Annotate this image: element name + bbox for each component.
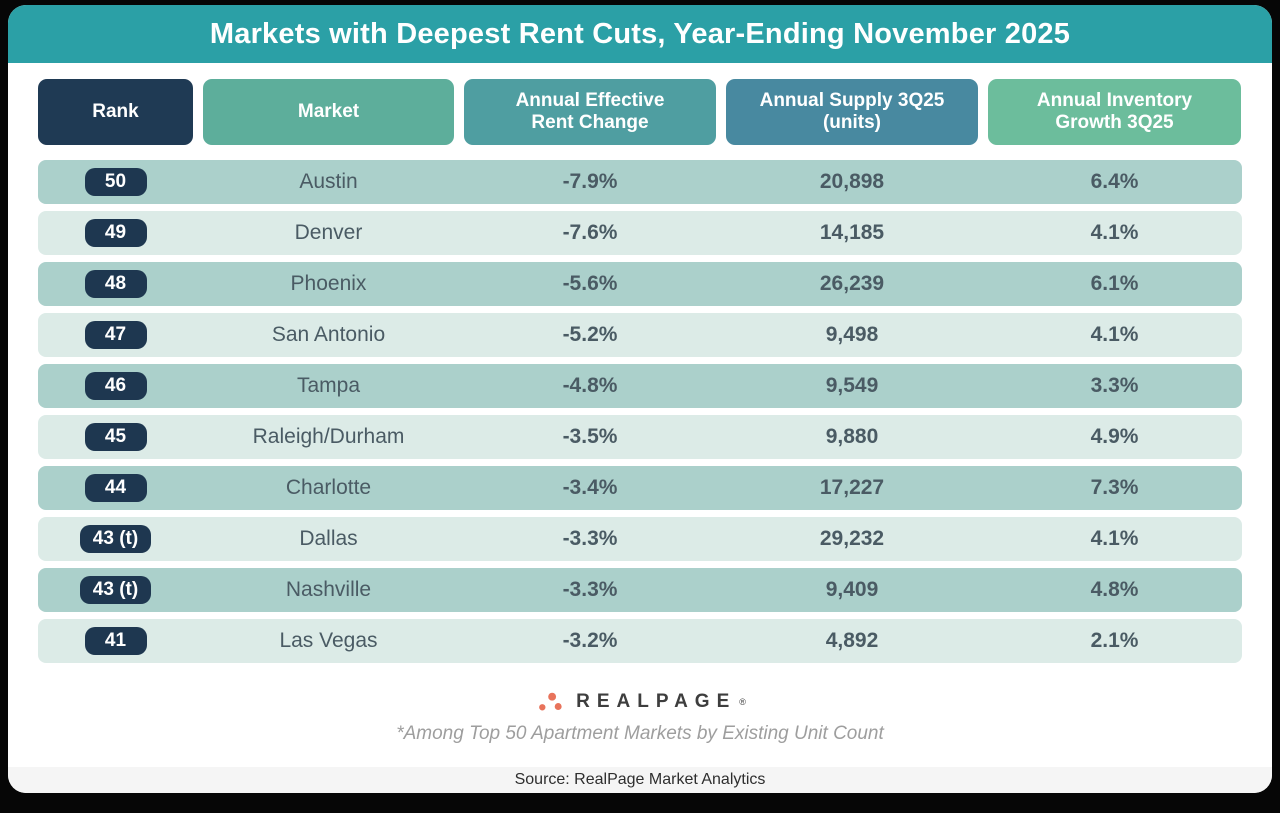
supply-cell: 9,549 [825, 374, 879, 397]
column-headers: Rank Market Annual Effective Rent Change… [38, 79, 1242, 145]
market-cell: Austin [299, 170, 358, 193]
table-row: 47 San Antonio -5.2% 9,498 4.1% [38, 313, 1242, 357]
inventory-growth-cell: 7.3% [1090, 476, 1139, 499]
rent-change-cell: -3.2% [562, 629, 618, 652]
market-cell: Dallas [299, 527, 358, 550]
market-cell: Phoenix [290, 272, 367, 295]
rent-change-cell: -5.6% [562, 272, 618, 295]
market-cell: San Antonio [271, 323, 386, 346]
rank-cell: 46 [38, 364, 193, 408]
table-content: Rank Market Annual Effective Rent Change… [8, 63, 1272, 745]
column-header-rent-change: Annual Effective Rent Change [464, 79, 716, 145]
market-cell: Raleigh/Durham [252, 425, 405, 448]
market-cell: Charlotte [285, 476, 372, 499]
rank-cell: 41 [38, 619, 193, 663]
rank-cell: 47 [38, 313, 193, 357]
rent-change-cell: -3.5% [562, 425, 618, 448]
rank-badge: 48 [84, 270, 147, 298]
rent-change-cell: -4.8% [562, 374, 618, 397]
inventory-growth-cell: 6.4% [1090, 170, 1139, 193]
inventory-growth-cell: 3.3% [1090, 374, 1139, 397]
inventory-growth-cell: 4.8% [1090, 578, 1139, 601]
realpage-logo: REALPAGE ® [38, 687, 1242, 717]
rank-cell: 44 [38, 466, 193, 510]
market-cell: Denver [294, 221, 363, 244]
rank-cell: 50 [38, 160, 193, 204]
supply-cell: 9,498 [825, 323, 879, 346]
table-row: 48 Phoenix -5.6% 26,239 6.1% [38, 262, 1242, 306]
table-body: 50 Austin -7.9% 20,898 6.4% 49 Denver -7… [38, 160, 1242, 663]
table-card: Markets with Deepest Rent Cuts, Year-End… [8, 5, 1272, 793]
table-row: 46 Tampa -4.8% 9,549 3.3% [38, 364, 1242, 408]
inventory-growth-cell: 4.1% [1090, 527, 1139, 550]
market-cell: Nashville [285, 578, 372, 601]
rank-badge: 50 [84, 168, 147, 196]
rank-cell: 43 (t) [38, 568, 193, 612]
rank-badge: 43 (t) [79, 525, 152, 553]
rent-change-cell: -3.3% [562, 527, 618, 550]
rank-cell: 43 (t) [38, 517, 193, 561]
supply-cell: 9,880 [825, 425, 879, 448]
rent-change-cell: -3.4% [562, 476, 618, 499]
supply-cell: 4,892 [825, 629, 879, 652]
column-header-supply: Annual Supply 3Q25 (units) [726, 79, 978, 145]
chart-title: Markets with Deepest Rent Cuts, Year-End… [209, 17, 1071, 50]
inventory-growth-cell: 4.1% [1090, 323, 1139, 346]
inventory-growth-cell: 4.1% [1090, 221, 1139, 244]
registered-trademark: ® [739, 697, 746, 707]
supply-cell: 26,239 [819, 272, 885, 295]
inventory-growth-cell: 4.9% [1090, 425, 1139, 448]
column-header-rank: Rank [38, 79, 193, 145]
table-row: 44 Charlotte -3.4% 17,227 7.3% [38, 466, 1242, 510]
supply-cell: 29,232 [819, 527, 885, 550]
source-text: Source: RealPage Market Analytics [514, 771, 766, 788]
rank-badge: 47 [84, 321, 147, 349]
rank-cell: 48 [38, 262, 193, 306]
supply-cell: 20,898 [819, 170, 885, 193]
rent-change-cell: -5.2% [562, 323, 618, 346]
table-row: 41 Las Vegas -3.2% 4,892 2.1% [38, 619, 1242, 663]
supply-cell: 14,185 [819, 221, 885, 244]
realpage-dots-icon [539, 692, 562, 711]
supply-cell: 17,227 [819, 476, 885, 499]
rank-badge: 44 [84, 474, 147, 502]
rank-badge: 46 [84, 372, 147, 400]
table-row: 43 (t) Dallas -3.3% 29,232 4.1% [38, 517, 1242, 561]
table-row: 45 Raleigh/Durham -3.5% 9,880 4.9% [38, 415, 1242, 459]
rank-cell: 49 [38, 211, 193, 255]
rent-change-cell: -7.9% [562, 170, 618, 193]
rank-cell: 45 [38, 415, 193, 459]
rent-change-cell: -3.3% [562, 578, 618, 601]
table-row: 50 Austin -7.9% 20,898 6.4% [38, 160, 1242, 204]
rank-badge: 49 [84, 219, 147, 247]
market-cell: Las Vegas [279, 629, 378, 652]
column-header-inventory-growth: Annual Inventory Growth 3Q25 [988, 79, 1241, 145]
footnote: *Among Top 50 Apartment Markets by Exist… [396, 723, 884, 744]
rank-badge: 43 (t) [79, 576, 152, 604]
column-header-market: Market [203, 79, 454, 145]
rank-badge: 45 [84, 423, 147, 451]
table-row: 43 (t) Nashville -3.3% 9,409 4.8% [38, 568, 1242, 612]
source-bar: Source: RealPage Market Analytics [8, 767, 1272, 793]
rank-badge: 41 [84, 627, 147, 655]
table-row: 49 Denver -7.6% 14,185 4.1% [38, 211, 1242, 255]
realpage-logo-text: REALPAGE [576, 691, 737, 712]
inventory-growth-cell: 6.1% [1090, 272, 1139, 295]
rent-change-cell: -7.6% [562, 221, 618, 244]
market-cell: Tampa [296, 374, 361, 397]
supply-cell: 9,409 [825, 578, 879, 601]
inventory-growth-cell: 2.1% [1090, 629, 1139, 652]
title-bar: Markets with Deepest Rent Cuts, Year-End… [8, 5, 1272, 63]
